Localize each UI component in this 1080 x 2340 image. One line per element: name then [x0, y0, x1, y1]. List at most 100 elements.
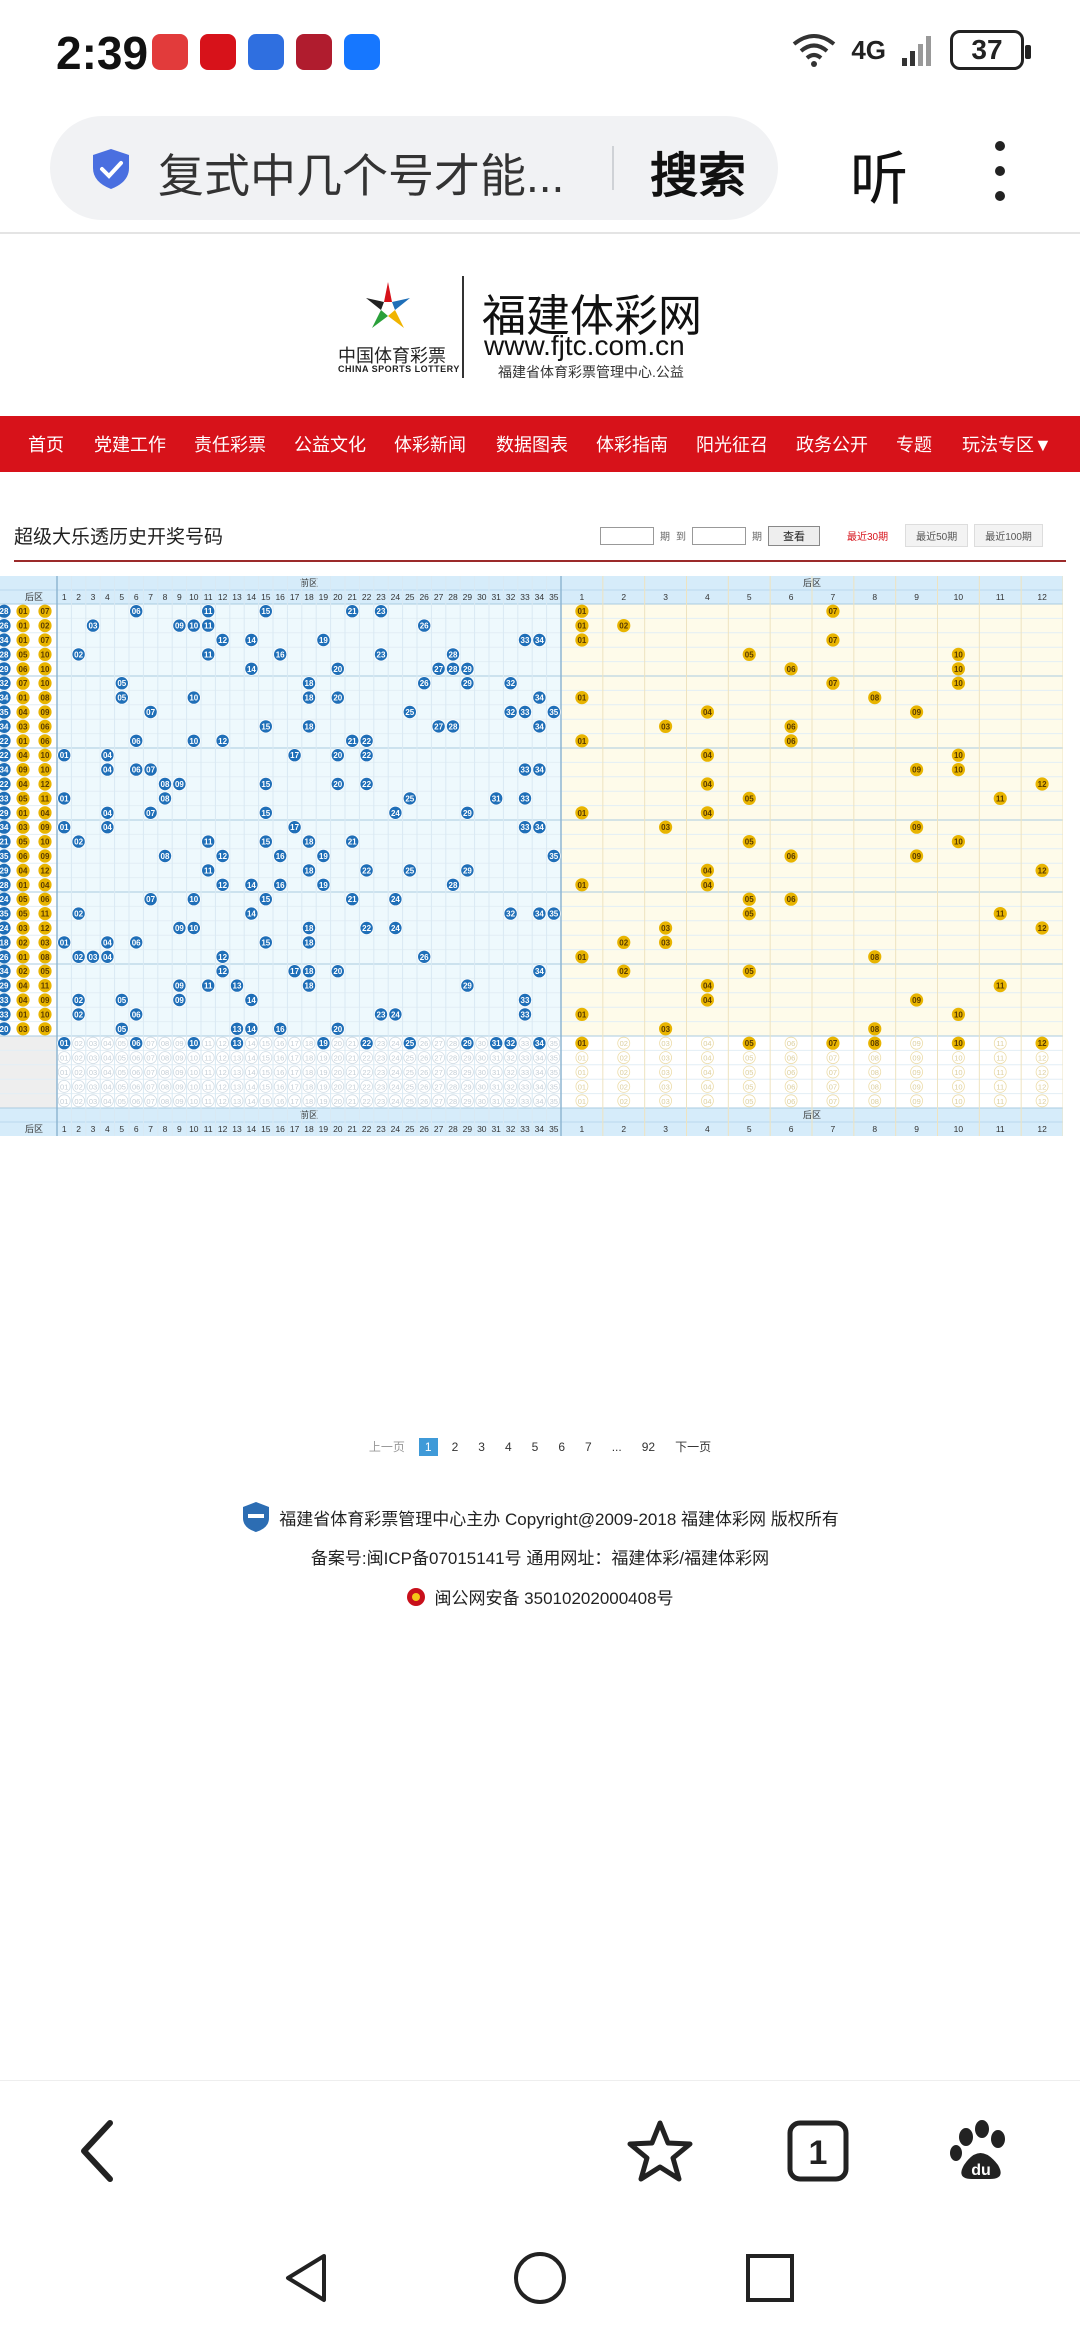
stat-back-empty-label: 01 [578, 1054, 586, 1063]
nav-item-4[interactable]: 体彩新闻 [394, 435, 466, 455]
front-ball-label: 08 [161, 780, 170, 789]
prev-page-button[interactable]: 上一页 [368, 1440, 405, 1454]
icp-text[interactable]: 备案号:闽ICP备07015141号 通用网址：福建体彩/福建体彩网 [310, 1549, 770, 1568]
front-ball [215, 877, 230, 892]
tabs-count-icon[interactable]: 1 [782, 2115, 854, 2187]
end-period-input[interactable] [692, 526, 746, 545]
stat-front-empty [504, 1094, 518, 1108]
stat-front-empty-label: 30 [478, 1082, 486, 1091]
page-5[interactable]: 5 [531, 1439, 539, 1454]
start-period-input[interactable] [600, 526, 654, 545]
nav-item-1[interactable]: 党建工作 [94, 435, 166, 455]
listen-button[interactable]: 听 [850, 147, 909, 212]
stat-front-empty-label: 28 [449, 1082, 457, 1091]
period-tab-0[interactable]: 最近30期 [836, 524, 900, 547]
system-home-icon[interactable] [510, 2248, 570, 2308]
front-ball [301, 964, 316, 979]
search-button[interactable]: 搜索 [650, 150, 747, 203]
system-recents-icon[interactable] [740, 2248, 800, 2308]
period-tabs: 最近30期 最近50期 最近100期 [836, 524, 1043, 547]
back-summary-ball [38, 1022, 52, 1036]
front-ball [57, 748, 72, 763]
site-header: 中国体育彩票 CHINA SPORTS LOTTERY 福建体彩网 www.fj… [0, 234, 1080, 416]
front-ball-label: 11 [204, 838, 213, 847]
nav-item-10[interactable]: 玩法专区▼ [962, 435, 1052, 455]
back-ball [784, 734, 798, 748]
next-page-button[interactable]: 下一页 [675, 1440, 712, 1454]
nav-item-7[interactable]: 阳光征召 [696, 435, 768, 455]
stat-front-empty [216, 1036, 230, 1050]
nav-item-5[interactable]: 数据图表 [496, 435, 568, 455]
stat-front-empty [172, 1036, 186, 1050]
back-icon[interactable] [66, 2115, 138, 2187]
front-ball-label: 29 [463, 679, 472, 688]
front-ball-label: 35 [549, 708, 558, 717]
more-menu-icon[interactable] [990, 136, 1010, 206]
prev-ball-label: 34 [0, 694, 9, 703]
nav-item-8[interactable]: 政务公开 [796, 435, 868, 455]
nav-item-2[interactable]: 责任彩票 [194, 435, 266, 455]
front-ball [532, 633, 547, 648]
stat-back-empty-label: 02 [620, 1039, 628, 1048]
stat-front-empty [101, 1051, 114, 1065]
stat-back-ball [826, 1036, 840, 1050]
period-tab-1[interactable]: 最近50期 [905, 524, 969, 547]
period-filter: 期 到 期 查看 最近30期 最近50期 最近100期 [600, 524, 1043, 547]
query-button[interactable]: 查看 [768, 525, 820, 546]
stat-front-empty-label: 15 [262, 1068, 270, 1077]
back-ball-label: 05 [745, 910, 754, 919]
stat-front-empty-label: 10 [190, 1097, 198, 1106]
front-ball-label: 09 [175, 622, 184, 631]
sports-lottery-logo-icon[interactable] [360, 278, 416, 334]
front-num-header: 14 [247, 592, 257, 602]
page-last[interactable]: 92 [641, 1439, 656, 1454]
stat-front-empty [244, 1079, 258, 1093]
front-ball-label: 26 [420, 953, 429, 962]
back-summary-ball [16, 835, 30, 849]
front-ball [258, 892, 273, 907]
logo-english-name: CHINA SPORTS LOTTERY [338, 364, 460, 374]
nav-item-6[interactable]: 体彩指南 [596, 435, 668, 455]
page-4[interactable]: 4 [504, 1439, 512, 1454]
nav-item-0[interactable]: 首页 [28, 435, 64, 455]
front-ball [388, 805, 403, 820]
front-ball [532, 762, 547, 777]
address-text[interactable]: 复式中几个号才能... [158, 150, 565, 202]
front-ball [518, 992, 533, 1007]
back-ball-label: 09 [912, 708, 921, 717]
back-summary-ball [16, 806, 30, 820]
front-num-header: 14 [247, 1124, 257, 1134]
back-summary-ball-label: 10 [41, 1010, 50, 1019]
baidu-paw-icon[interactable]: du [944, 2115, 1016, 2187]
front-ball [114, 1021, 129, 1036]
nav-item-3[interactable]: 公益文化 [294, 435, 366, 455]
page-2[interactable]: 2 [451, 1439, 459, 1454]
page-7[interactable]: 7 [585, 1439, 592, 1454]
page-3[interactable]: 3 [478, 1439, 485, 1454]
site-title[interactable]: 福建体彩网 [482, 292, 702, 341]
stat-front-empty-label: 08 [161, 1068, 169, 1077]
front-ball [273, 647, 288, 662]
front-ball-label: 26 [420, 622, 429, 631]
stat-front-empty-label: 26 [420, 1039, 428, 1048]
stat-front-empty [432, 1036, 446, 1050]
back-ball-label: 11 [996, 910, 1005, 919]
address-bar[interactable]: 复式中几个号才能... 搜索 [50, 116, 778, 220]
back-summary-ball [38, 662, 52, 676]
back-summary-ball-label: 04 [41, 809, 50, 818]
huawei-icon [152, 34, 188, 70]
police-record-text[interactable]: 闽公网安备 35010202000408号 [434, 1589, 674, 1608]
star-icon[interactable] [624, 2115, 696, 2187]
back-ball [868, 691, 882, 705]
stat-front-empty [144, 1065, 158, 1079]
back-ball [868, 950, 882, 964]
page-ellipsis[interactable]: ... [611, 1439, 622, 1454]
back-ball [742, 647, 756, 661]
page-1[interactable]: 1 [418, 1437, 438, 1456]
stat-back-empty [910, 1051, 923, 1065]
nav-item-9[interactable]: 专题 [896, 435, 932, 455]
period-tab-2[interactable]: 最近100期 [974, 524, 1043, 547]
system-back-icon[interactable] [278, 2248, 338, 2308]
page-6[interactable]: 6 [558, 1439, 566, 1454]
stat-front-empty-label: 29 [463, 1054, 471, 1063]
